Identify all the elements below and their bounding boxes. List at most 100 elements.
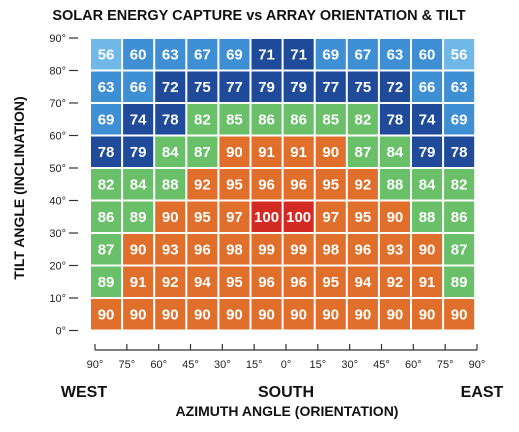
heatmap-cell-value: 90 bbox=[130, 241, 147, 258]
heatmap-cell-value: 92 bbox=[355, 176, 372, 193]
heatmap-cell bbox=[444, 39, 475, 70]
heatmap-cell-value: 96 bbox=[194, 241, 211, 258]
heatmap-cell bbox=[412, 71, 443, 102]
heatmap-cell bbox=[251, 169, 282, 200]
heatmap-cell-value: 99 bbox=[290, 241, 307, 258]
heatmap-cell-value: 72 bbox=[387, 79, 404, 96]
heatmap-cell-value: 96 bbox=[258, 274, 275, 291]
heatmap-cell-value: 90 bbox=[162, 306, 179, 323]
heatmap-cell bbox=[347, 266, 378, 297]
heatmap-cell bbox=[412, 299, 443, 330]
y-tick-label: 50° bbox=[49, 163, 66, 175]
heatmap-cell-value: 63 bbox=[98, 79, 115, 96]
heatmap-cell bbox=[251, 39, 282, 70]
heatmap-cell bbox=[444, 201, 475, 232]
heatmap-cell bbox=[123, 234, 154, 265]
heatmap-cell-value: 86 bbox=[451, 209, 468, 226]
heatmap-cell bbox=[283, 299, 314, 330]
x-tick-label: 60° bbox=[405, 359, 422, 371]
heatmap-cell bbox=[412, 39, 443, 70]
heatmap-cell-value: 90 bbox=[451, 306, 468, 323]
heatmap-cell-value: 90 bbox=[322, 306, 339, 323]
heatmap-cell bbox=[379, 104, 410, 135]
heatmap-cell bbox=[187, 266, 218, 297]
heatmap-cell bbox=[315, 136, 346, 167]
heatmap-cell bbox=[315, 104, 346, 135]
heatmap-cell-value: 77 bbox=[226, 79, 243, 96]
heatmap-cell bbox=[155, 201, 186, 232]
heatmap-cell bbox=[315, 71, 346, 102]
heatmap-cell-value: 95 bbox=[355, 209, 372, 226]
heatmap-cell bbox=[315, 266, 346, 297]
heatmap-cell bbox=[155, 71, 186, 102]
heatmap-cell-value: 79 bbox=[290, 79, 307, 96]
x-tick-label: 60° bbox=[150, 359, 167, 371]
heatmap-cell bbox=[251, 299, 282, 330]
x-tick-label: 90° bbox=[87, 359, 104, 371]
heatmap-cell bbox=[123, 169, 154, 200]
y-tick-label: 90° bbox=[49, 33, 66, 45]
heatmap-cell-value: 92 bbox=[194, 176, 211, 193]
heatmap-cell-value: 79 bbox=[419, 144, 436, 161]
heatmap-cells: 56 60 63 67 69 71 71 69 67 63 60 56 63 66 72 75 77 79 79 77… bbox=[91, 39, 475, 330]
heatmap-cell-value: 90 bbox=[226, 144, 243, 161]
west-label: WEST bbox=[61, 384, 107, 401]
heatmap-cell-value: 87 bbox=[451, 241, 468, 258]
heatmap-cell-value: 75 bbox=[355, 79, 372, 96]
heatmap-cell bbox=[123, 201, 154, 232]
heatmap-cell-value: 97 bbox=[226, 209, 243, 226]
heatmap-cell bbox=[251, 71, 282, 102]
heatmap-cell bbox=[155, 136, 186, 167]
y-tick-label: 60° bbox=[49, 131, 66, 143]
heatmap-cell bbox=[379, 201, 410, 232]
heatmap-cell-value: 90 bbox=[194, 306, 211, 323]
heatmap-cell bbox=[155, 104, 186, 135]
heatmap-cell bbox=[123, 104, 154, 135]
x-tick-label: 90° bbox=[469, 359, 486, 371]
x-tick-label: 75° bbox=[119, 359, 136, 371]
heatmap-cell bbox=[347, 234, 378, 265]
heatmap-cell bbox=[379, 299, 410, 330]
heatmap-cell bbox=[283, 201, 314, 232]
heatmap-cell-value: 74 bbox=[130, 111, 147, 128]
heatmap-cell-value: 91 bbox=[419, 274, 436, 291]
heatmap-cell bbox=[219, 104, 250, 135]
heatmap-cell bbox=[347, 39, 378, 70]
heatmap-cell-value: 92 bbox=[387, 274, 404, 291]
heatmap-cell-value: 92 bbox=[162, 274, 179, 291]
heatmap-cell-value: 87 bbox=[355, 144, 372, 161]
heatmap-cell bbox=[379, 71, 410, 102]
heatmap-cell-value: 78 bbox=[451, 144, 468, 161]
heatmap-cell-value: 71 bbox=[290, 46, 307, 63]
y-tick-label: 40° bbox=[49, 196, 66, 208]
heatmap-cell-value: 63 bbox=[162, 46, 179, 63]
heatmap-cell-value: 60 bbox=[419, 46, 436, 63]
x-axis-label: AZIMUTH ANGLE (ORIENTATION) bbox=[176, 403, 399, 419]
heatmap-cell-value: 69 bbox=[451, 111, 468, 128]
heatmap-cell-value: 90 bbox=[419, 241, 436, 258]
heatmap-cell-value: 95 bbox=[322, 176, 339, 193]
y-axis-label: TILT ANGLE (INCLINATION) bbox=[11, 96, 27, 279]
heatmap-cell bbox=[315, 234, 346, 265]
heatmap-cell bbox=[91, 266, 122, 297]
heatmap-cell bbox=[91, 169, 122, 200]
heatmap-cell bbox=[444, 71, 475, 102]
heatmap-cell-value: 79 bbox=[130, 144, 147, 161]
heatmap-cell bbox=[315, 299, 346, 330]
y-tick-label: 10° bbox=[49, 293, 66, 305]
heatmap-cell-value: 84 bbox=[162, 144, 179, 161]
heatmap-cell-value: 75 bbox=[194, 79, 211, 96]
heatmap-cell-value: 89 bbox=[451, 274, 468, 291]
heatmap-cell-value: 97 bbox=[322, 209, 339, 226]
heatmap-cell bbox=[379, 136, 410, 167]
heatmap-cell-value: 79 bbox=[258, 79, 275, 96]
x-axis: 90° 75° 60° 45° 30° 15° 0° 15° 30° 45° 60° 75° 90° bbox=[87, 344, 486, 371]
heatmap-cell bbox=[251, 136, 282, 167]
heatmap-cell bbox=[444, 169, 475, 200]
x-tick-label: 45° bbox=[182, 359, 199, 371]
heatmap-cell-value: 98 bbox=[226, 241, 243, 258]
heatmap-cell bbox=[155, 169, 186, 200]
heatmap-cell bbox=[155, 266, 186, 297]
heatmap-cell bbox=[187, 71, 218, 102]
heatmap-cell bbox=[91, 71, 122, 102]
